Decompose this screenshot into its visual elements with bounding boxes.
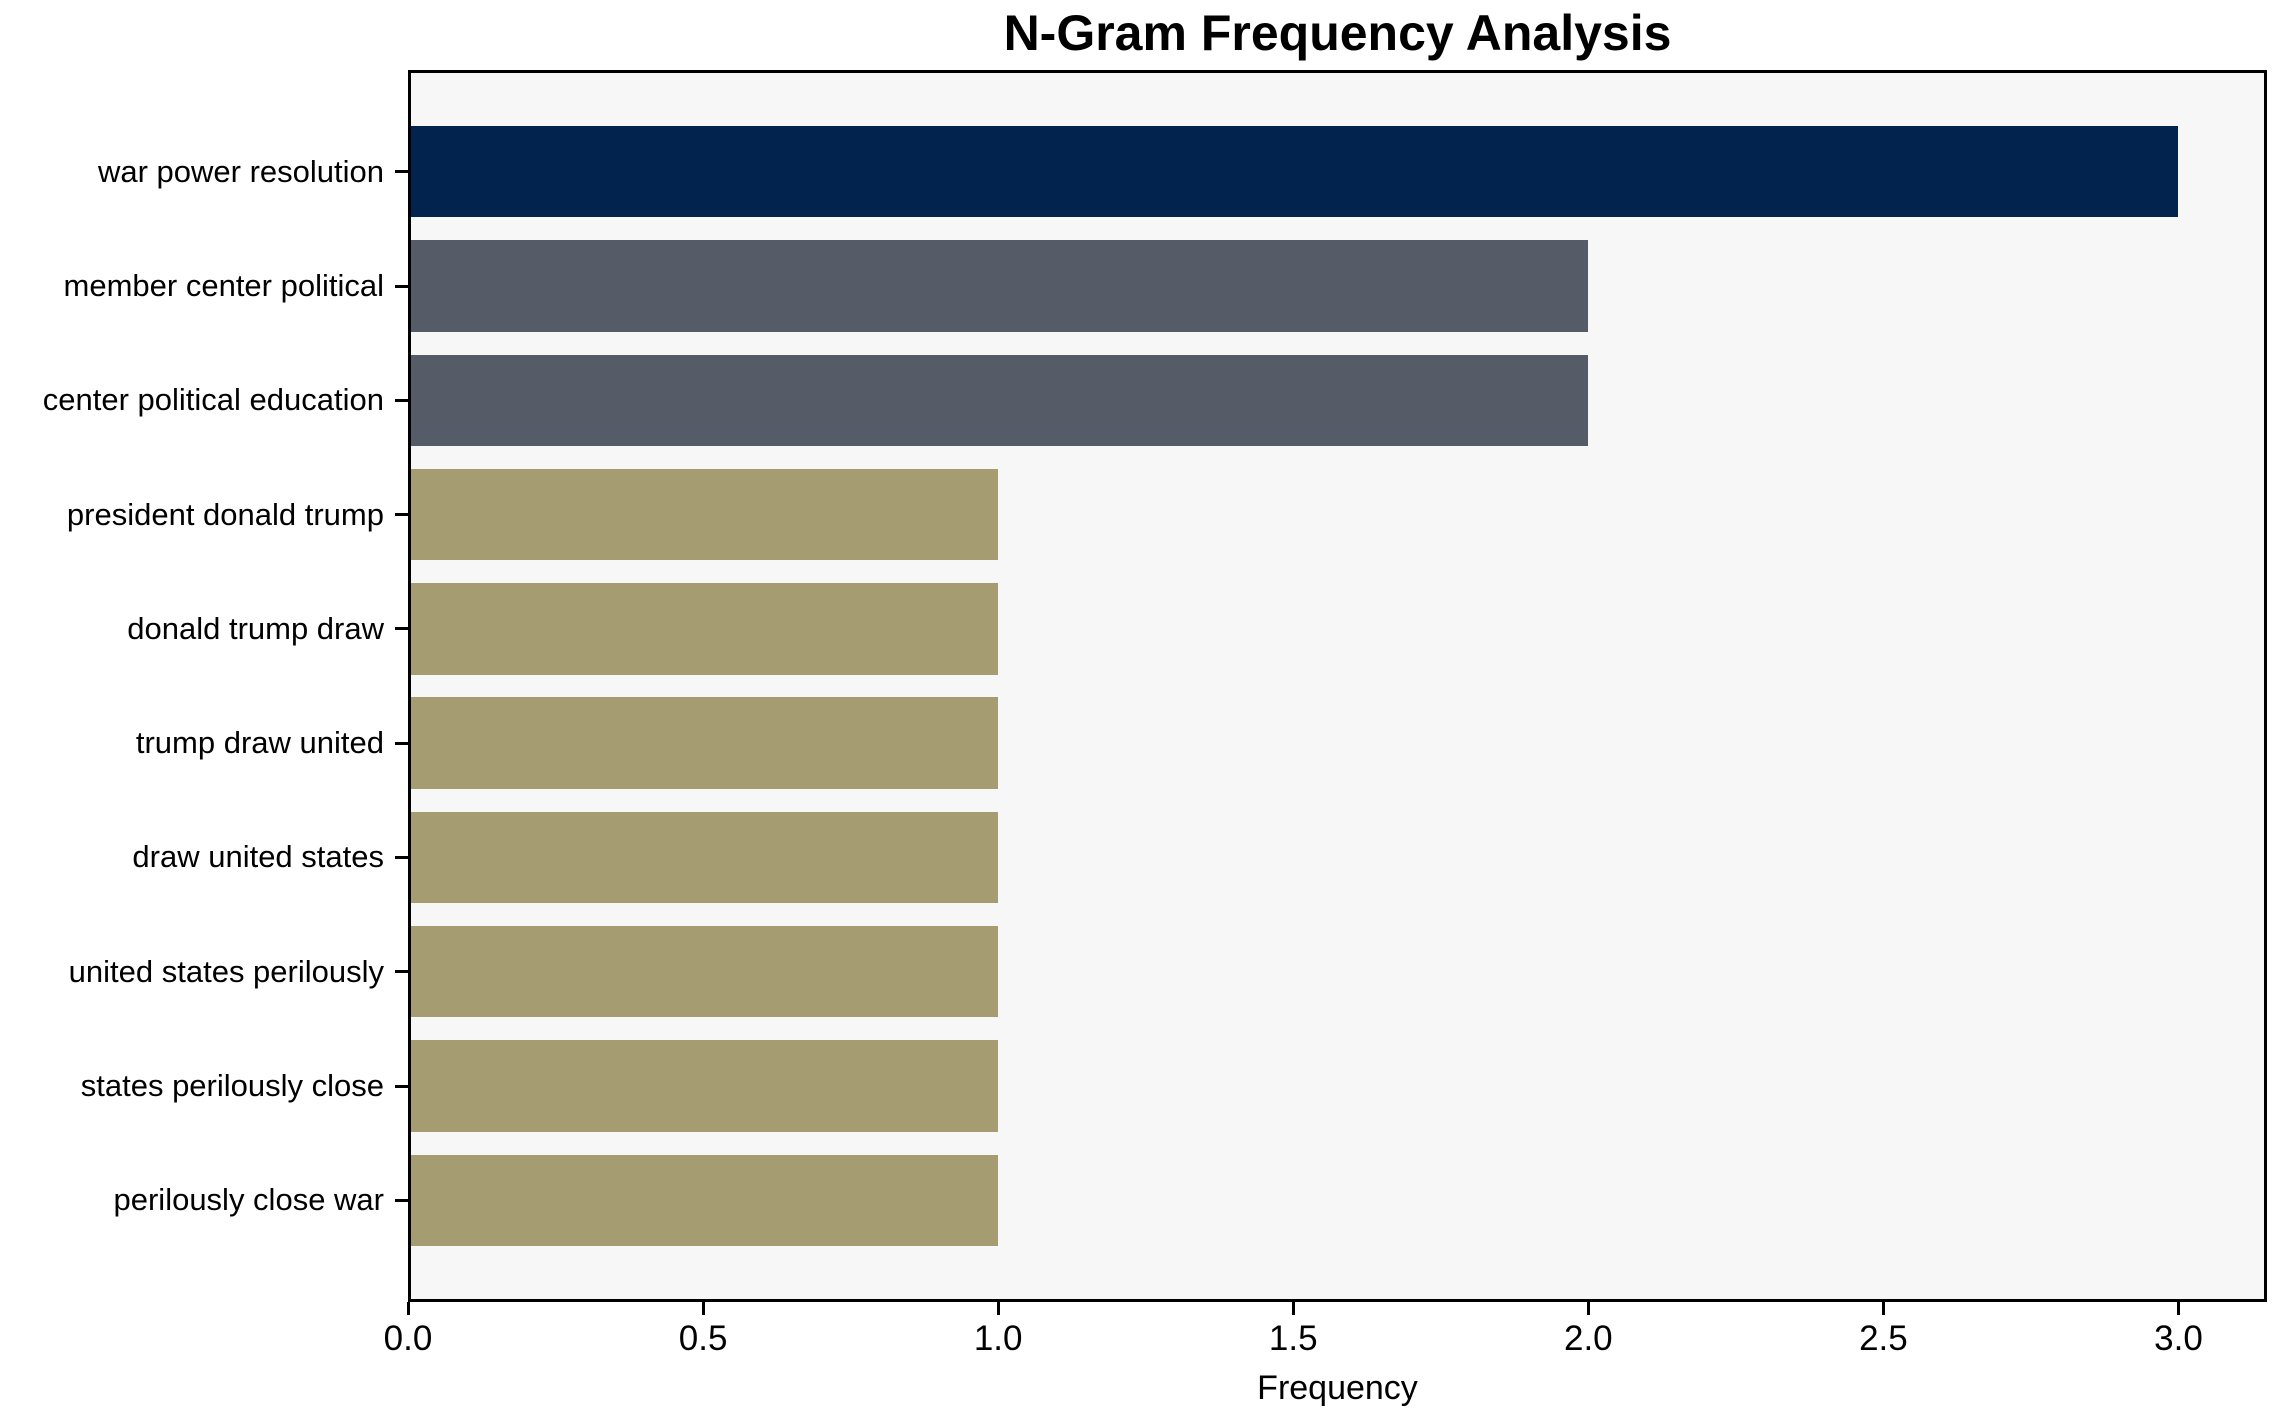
y-axis-tick-mark [395, 1084, 408, 1088]
x-axis-tick-label: 1.5 [1268, 1319, 1318, 1358]
y-axis-tick-label: perilously close war [113, 1182, 385, 1218]
x-axis-tick-mark [1586, 1302, 1590, 1315]
y-axis-tick-mark [395, 398, 408, 402]
bar [408, 354, 1589, 446]
y-axis-tick-label: united states perilously [68, 953, 384, 989]
bars-layer [408, 70, 2267, 1302]
bar [408, 583, 999, 675]
y-axis-tick-mark [395, 970, 408, 974]
y-axis-tick-mark [395, 513, 408, 517]
x-axis-tick-label: 2.0 [1563, 1319, 1613, 1358]
x-axis-tick-mark [1881, 1302, 1885, 1315]
bar [408, 697, 999, 789]
y-axis-tick-label: president donald trump [66, 496, 384, 532]
y-axis-tick-label: center political education [42, 382, 384, 418]
x-axis-tick-label: 3.0 [2154, 1319, 2203, 1358]
y-axis-tick-mark [395, 627, 408, 631]
y-axis-tick-label: states perilously close [80, 1068, 384, 1103]
y-axis-tick-mark [395, 170, 408, 174]
x-axis-tick-label: 2.5 [1859, 1319, 1908, 1358]
y-axis-tick-mark [395, 741, 408, 745]
bar [408, 926, 999, 1018]
y-axis-tick-label: trump draw united [135, 725, 384, 761]
bar [408, 1154, 999, 1246]
x-axis-tick-label: 0.5 [678, 1319, 728, 1358]
bar [408, 468, 999, 561]
x-axis-tick-mark [2176, 1302, 2180, 1315]
y-axis-tick-mark [395, 284, 408, 288]
y-axis-tick-label: war power resolution [97, 153, 384, 189]
x-axis-label: Frequency [1257, 1369, 1418, 1407]
y-axis-tick-label: donald trump draw [127, 610, 384, 646]
bar [408, 811, 999, 904]
bar [408, 240, 1589, 332]
chart-title: N-Gram Frequency Analysis [1003, 5, 1672, 61]
x-axis-tick-label: 1.0 [973, 1319, 1023, 1358]
x-axis-tick-mark [1291, 1302, 1295, 1315]
y-axis-tick-mark [395, 855, 408, 859]
x-axis-tick-mark [406, 1302, 410, 1315]
x-axis-tick-mark [996, 1302, 1000, 1315]
y-axis-tick-mark [395, 1198, 408, 1202]
y-axis-tick-label: draw united states [132, 839, 384, 875]
x-axis-tick-mark [701, 1302, 705, 1315]
bar [408, 1040, 999, 1132]
y-axis-tick-label: member center political [63, 268, 384, 303]
bar [408, 126, 2179, 218]
x-axis-tick-label: 0.0 [383, 1319, 433, 1358]
